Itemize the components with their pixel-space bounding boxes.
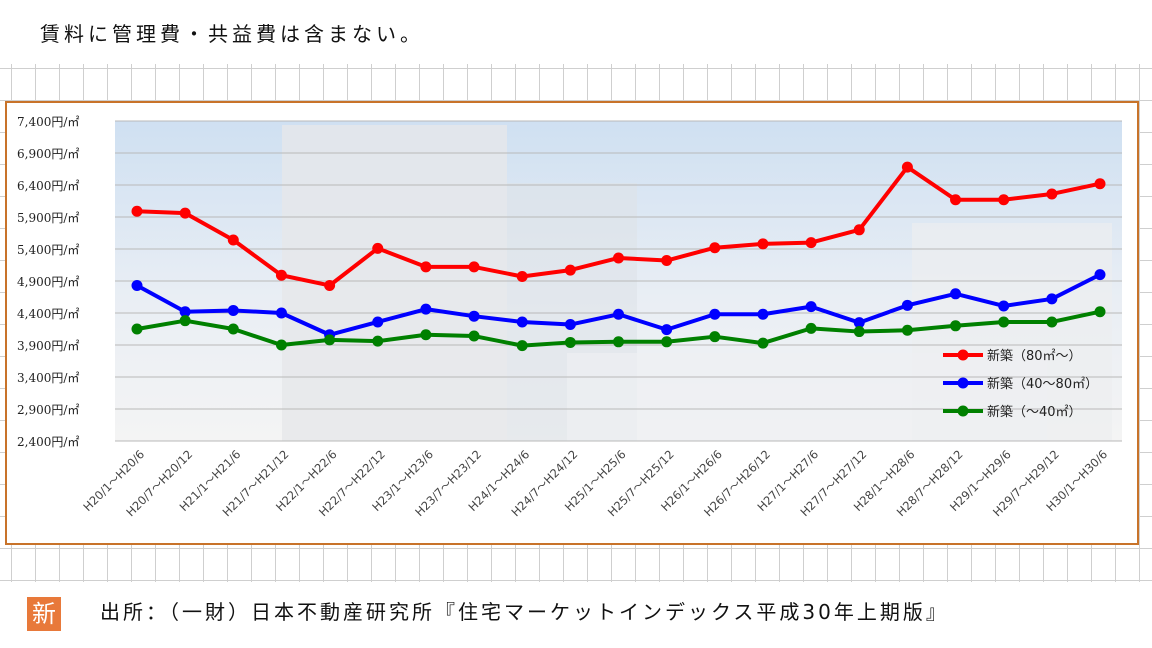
rent-note: 賃料に管理費・共益費は含まない。 (40, 22, 424, 46)
new-badge: 新 (27, 597, 61, 631)
data-point (131, 205, 143, 217)
data-point (324, 279, 336, 291)
data-point (564, 336, 576, 348)
data-point (516, 316, 528, 328)
data-point (227, 323, 239, 335)
data-point (757, 308, 769, 320)
source-note: 出所：（一財）日本不動産研究所『住宅マーケットインデックス平成30年上期版』 (100, 600, 949, 624)
data-point (131, 323, 143, 335)
data-point (324, 334, 336, 346)
legend-marker (957, 405, 969, 417)
data-point (709, 308, 721, 320)
data-point (420, 303, 432, 315)
data-point (1094, 306, 1106, 318)
data-point (901, 324, 913, 336)
legend-marker (957, 349, 969, 361)
data-point (757, 337, 769, 349)
data-point (709, 242, 721, 254)
data-point (853, 317, 865, 329)
data-point (468, 310, 480, 322)
data-point (950, 194, 962, 206)
y-tick-label: 3,400円/㎡ (17, 371, 79, 385)
data-point (564, 319, 576, 331)
data-point (275, 307, 287, 319)
data-point (661, 324, 673, 336)
data-point (227, 234, 239, 246)
data-point (516, 340, 528, 352)
data-point (998, 194, 1010, 206)
data-point (805, 301, 817, 313)
data-point (179, 306, 191, 318)
data-point (1046, 188, 1058, 200)
data-point (998, 300, 1010, 312)
data-point (901, 161, 913, 173)
data-point (468, 330, 480, 342)
y-tick-label: 2,400円/㎡ (17, 435, 79, 449)
data-point (805, 237, 817, 249)
y-tick-label: 6,900円/㎡ (17, 147, 79, 161)
data-point (757, 238, 769, 250)
legend-marker (957, 377, 969, 389)
header-band (0, 0, 1152, 64)
data-point (131, 279, 143, 291)
y-tick-label: 6,400円/㎡ (17, 179, 79, 193)
y-tick-label: 2,900円/㎡ (17, 403, 79, 417)
data-point (179, 315, 191, 327)
y-tick-label: 4,400円/㎡ (17, 307, 79, 321)
legend-label: 新築（～40㎡） (987, 404, 1082, 420)
data-point (275, 269, 287, 281)
data-point (372, 316, 384, 328)
data-point (564, 264, 576, 276)
data-point (613, 252, 624, 264)
y-tick-label: 3,900円/㎡ (17, 339, 79, 353)
data-point (275, 339, 287, 351)
y-tick-label: 4,900円/㎡ (17, 275, 79, 289)
data-point (901, 299, 913, 311)
data-point (998, 316, 1010, 328)
data-point (950, 320, 962, 332)
data-point (179, 207, 191, 219)
data-point (468, 261, 480, 273)
data-point (227, 304, 239, 316)
data-point (661, 255, 673, 267)
data-point (1094, 269, 1106, 281)
y-tick-label: 5,400円/㎡ (17, 243, 79, 257)
data-point (709, 331, 721, 343)
data-point (1046, 293, 1058, 305)
data-point (853, 326, 865, 338)
footer-band (0, 582, 1152, 648)
data-point (516, 271, 528, 283)
backdrop-low-building (567, 353, 1047, 441)
data-point (420, 329, 432, 341)
chart-frame: 7,400円/㎡ 6,900円/㎡ 6,400円/㎡ 5,900円/㎡ 5,400円/㎡… (5, 101, 1139, 631)
data-point (853, 224, 865, 236)
data-point (372, 242, 384, 254)
data-point (372, 335, 384, 347)
data-point (613, 308, 624, 320)
data-point (613, 336, 624, 348)
legend-label: 新築（40～80㎡） (987, 376, 1098, 392)
data-point (420, 261, 432, 273)
data-point (1094, 178, 1106, 190)
legend-label: 新築（80㎡～） (987, 348, 1082, 364)
y-tick-label: 5,900円/㎡ (17, 211, 79, 225)
data-point (1046, 316, 1058, 328)
data-point (805, 322, 817, 334)
y-tick-label: 7,400円/㎡ (17, 115, 79, 129)
data-point (661, 336, 673, 348)
data-point (950, 288, 962, 300)
rent-line-chart: 7,400円/㎡ 6,900円/㎡ 6,400円/㎡ 5,900円/㎡ 5,400円/㎡… (17, 115, 1122, 519)
